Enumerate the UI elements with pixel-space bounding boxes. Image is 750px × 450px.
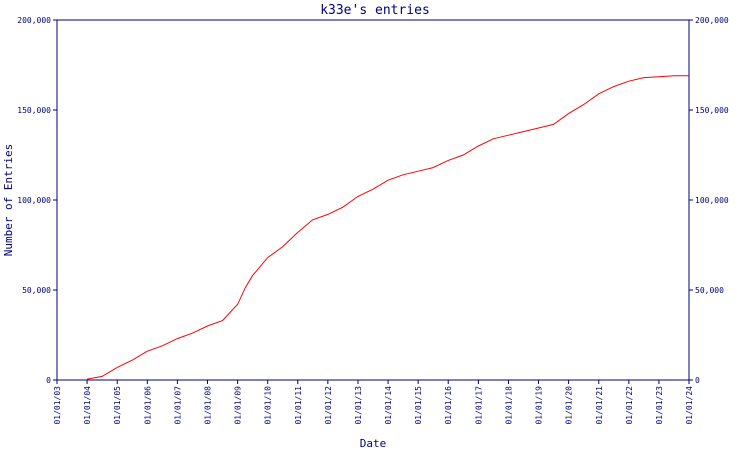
y-tick-label-left: 0: [46, 376, 51, 385]
x-tick-label: 01/01/09: [234, 386, 243, 425]
x-tick-label: 01/01/04: [83, 386, 92, 425]
x-tick-label: 01/01/23: [655, 386, 664, 425]
plot-frame: [56, 19, 690, 381]
x-tick-label: 01/01/11: [294, 386, 303, 425]
series-line-entries: [86, 75, 689, 380]
x-tick-label: 01/01/14: [384, 386, 393, 425]
x-tick-label: 01/01/22: [625, 386, 634, 425]
x-ticks: 01/01/03 01/01/04 01/01/05 01/01/06 01/01/07…: [53, 380, 694, 425]
x-tick-label: 01/01/10: [264, 386, 273, 425]
x-tick-label: 01/01/12: [324, 386, 333, 425]
x-tick-label: 01/01/15: [414, 386, 423, 425]
x-tick-label: 01/01/17: [474, 386, 483, 425]
y-axis-title: Number of Entries: [2, 144, 15, 257]
y-tick-label-right: 0: [695, 376, 700, 385]
y-tick-label-left: 200,000: [17, 16, 51, 25]
y-tick-label-right: 50,000: [695, 286, 724, 295]
x-tick-label: 01/01/08: [203, 386, 212, 425]
y-tick-label-right: 100,000: [695, 196, 729, 205]
x-axis-title: Date: [360, 437, 387, 450]
y-tick-label-left: 150,000: [17, 106, 51, 115]
x-tick-label: 01/01/19: [535, 386, 544, 425]
x-tick-label: 01/01/13: [354, 386, 363, 425]
x-tick-label: 01/01/16: [444, 386, 453, 425]
x-tick-label: 01/01/05: [113, 386, 122, 425]
chart-title: k33e's entries: [320, 3, 430, 18]
x-tick-label: 01/01/03: [53, 386, 62, 425]
y-tick-label-right: 150,000: [695, 106, 729, 115]
x-tick-label: 01/01/21: [595, 386, 604, 425]
x-tick-label: 01/01/18: [504, 386, 513, 425]
x-tick-label: 01/01/24: [685, 386, 694, 425]
x-tick-label: 01/01/07: [173, 386, 182, 425]
x-tick-label: 01/01/20: [565, 386, 574, 425]
y-ticks-left: 0 50,000 100,000 150,000 200,000: [17, 16, 57, 385]
y-ticks-right: 0 50,000 100,000 150,000 200,000: [689, 16, 729, 385]
y-tick-label-right: 200,000: [695, 16, 729, 25]
x-tick-label: 01/01/06: [143, 386, 152, 425]
y-tick-label-left: 100,000: [17, 196, 51, 205]
y-tick-label-left: 50,000: [22, 286, 51, 295]
